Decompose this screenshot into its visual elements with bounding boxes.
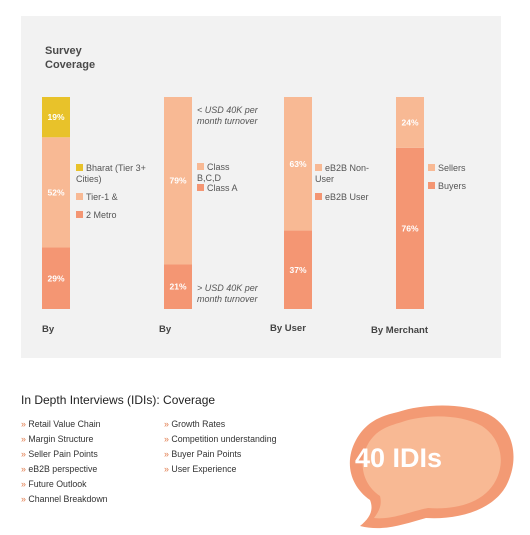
bar-segment — [42, 247, 70, 309]
legend-label: 2 Metro — [86, 210, 117, 220]
legend-swatch-light — [76, 193, 83, 200]
legend-swatch-light — [428, 164, 435, 171]
legend-swatch-light — [197, 163, 204, 170]
category-label: By User — [270, 323, 306, 334]
bar-data-label: 24% — [401, 117, 418, 127]
legend-label: Sellers — [438, 163, 466, 173]
legend-label: Bharat (Tier 3+ Cities) — [76, 163, 146, 184]
legend-user: eB2B User — [315, 192, 369, 203]
legend-nonuser: eB2B Non-User — [315, 163, 385, 185]
category-label: By — [159, 324, 172, 335]
bar-segment — [42, 137, 70, 248]
list-item: Buyer Pain Points — [164, 447, 277, 462]
legend-label: eB2B Non-User — [315, 163, 370, 184]
legend-swatch-light — [315, 164, 322, 171]
list-item: Growth Rates — [164, 417, 277, 432]
legend-label: eB2B User — [325, 192, 369, 202]
legend-swatch-dark — [197, 184, 204, 191]
idi-list-left: Retail Value Chain Margin Structure Sell… — [21, 417, 108, 507]
bar-data-label: 37% — [289, 265, 306, 275]
legend-buyers: Buyers — [428, 181, 466, 192]
bar-segment — [164, 264, 192, 309]
list-item: Future Outlook — [21, 477, 108, 492]
list-item: Competition understanding — [164, 432, 276, 447]
legend-swatch-yellow — [76, 164, 83, 171]
bar-segment — [284, 230, 312, 309]
idi-count-badge: 40 IDIs — [355, 443, 443, 473]
bar-segment — [396, 147, 424, 309]
legend-swatch-dark — [428, 182, 435, 189]
note-lower: > USD 40K per month turnover — [197, 283, 258, 304]
bar-data-label: 29% — [47, 273, 64, 283]
list-item: Channel Breakdown — [21, 492, 107, 507]
idi-title: In Depth Interviews (IDIs): Coverage — [21, 393, 216, 407]
category-label: By Merchant — [371, 325, 429, 336]
legend-sellers: Sellers — [428, 163, 466, 174]
speech-bubble-blob — [349, 405, 514, 529]
list-item: Margin Structure — [21, 432, 108, 447]
survey-title: Survey Coverage — [45, 45, 96, 71]
legend-label: Tier-1 & — [86, 192, 118, 202]
bar-data-label: 52% — [47, 187, 64, 197]
legend-tier1: Tier-1 & — [76, 192, 118, 203]
survey-bar-charts: 29% 52% 19% 21% 79% 37% 63% 76% 24% — [42, 97, 424, 309]
bar-data-label: 21% — [169, 282, 186, 292]
legend-label: Class B,C,D — [197, 162, 230, 183]
bar-data-label: 19% — [47, 112, 64, 122]
legend-class-a: Class A — [197, 183, 238, 191]
legend-swatch-dark — [315, 193, 322, 200]
legend-bharat: Bharat (Tier 3+ Cities) — [76, 163, 148, 185]
bar-data-label: 79% — [169, 176, 186, 186]
list-item: eB2B perspective — [21, 462, 108, 477]
bar-data-label: 76% — [401, 223, 418, 233]
bar-segment — [42, 97, 70, 138]
list-item: User Experience — [164, 462, 277, 477]
bar-data-label: 63% — [289, 159, 306, 169]
list-item: Retail Value Chain — [21, 417, 108, 432]
bar-segment — [284, 97, 312, 231]
legend-swatch-dark — [76, 211, 83, 218]
legend-class-bcd: Class B,C,D — [197, 162, 239, 184]
legend-label: Buyers — [438, 181, 467, 191]
note-upper: < USD 40K per month turnover — [197, 105, 258, 126]
idi-list-right: Growth Rates Competition understanding B… — [164, 417, 277, 477]
legend-metro: 2 Metro — [76, 210, 117, 221]
list-item: Seller Pain Points — [21, 447, 108, 462]
bar-segment — [164, 97, 192, 265]
bar-segment — [396, 97, 424, 148]
legend-label: Class A — [207, 183, 238, 191]
category-label: By — [42, 324, 55, 335]
